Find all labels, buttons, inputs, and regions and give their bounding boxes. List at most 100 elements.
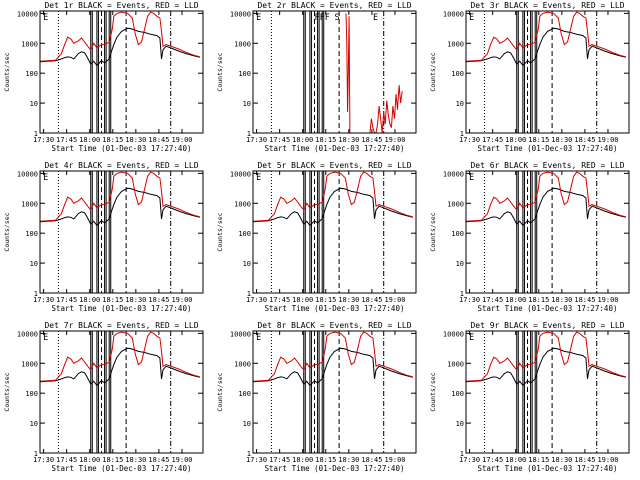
x-tick-label: 18:45 xyxy=(148,456,169,464)
x-tick-label: 18:45 xyxy=(574,456,595,464)
series-line-events xyxy=(40,347,201,387)
series-line-lld xyxy=(40,171,201,222)
x-tick-label: 18:45 xyxy=(148,136,169,144)
panel-title: Det 7r BLACK = Events, RED = LLD xyxy=(44,321,198,330)
y-tick-label: 100 xyxy=(451,390,464,398)
panel-title: Det 6r BLACK = Events, RED = LLD xyxy=(470,161,624,170)
x-tick-label: 18:15 xyxy=(102,296,123,304)
y-tick-label: 10 xyxy=(30,100,38,108)
y-tick-label: 100 xyxy=(451,230,464,238)
y-tick-label: 10 xyxy=(243,420,251,428)
x-tick-label: 19:00 xyxy=(384,136,405,144)
panel-title: Det 5r BLACK = Events, RED = LLD xyxy=(257,161,411,170)
y-tick-label: 10000 xyxy=(443,330,464,338)
series-line-events xyxy=(253,347,414,387)
x-tick-label: 18:00 xyxy=(505,456,526,464)
x-tick-label: 18:30 xyxy=(551,136,572,144)
y-tick-label: 1000 xyxy=(234,360,251,368)
plot-area xyxy=(253,171,414,293)
x-tick-label: 18:15 xyxy=(528,296,549,304)
plot-frame xyxy=(465,170,630,294)
y-tick-label: 100 xyxy=(238,230,251,238)
plot-area xyxy=(466,331,627,453)
x-tick-label: 17:30 xyxy=(246,456,267,464)
state-flag: FFF xyxy=(315,13,330,23)
y-tick-label: 10 xyxy=(30,260,38,268)
plot-frame xyxy=(39,330,204,454)
plot-frame xyxy=(252,330,417,454)
x-tick-label: 17:45 xyxy=(269,136,290,144)
x-tick-label: 18:15 xyxy=(315,136,336,144)
x-tick-label: 19:00 xyxy=(384,296,405,304)
panel-3: Det 3r BLACK = Events, RED = LLD E 17:30 17… xyxy=(429,1,630,153)
series-line-lld xyxy=(253,331,414,382)
panel-9: Det 9r BLACK = Events, RED = LLD E 17:30 17… xyxy=(429,321,630,473)
x-tick-label: 18:00 xyxy=(292,296,313,304)
x-axis-label: Start Time (01-Dec-03 17:27:40) xyxy=(478,144,618,153)
series-line-events xyxy=(40,187,201,227)
x-tick-label: 17:30 xyxy=(246,296,267,304)
plot-area xyxy=(466,171,627,293)
series-line-lld xyxy=(466,331,627,382)
y-tick-label: 10 xyxy=(30,420,38,428)
y-tick-label: 1 xyxy=(247,130,251,138)
x-tick-label: 18:45 xyxy=(574,296,595,304)
x-tick-label: 18:15 xyxy=(528,456,549,464)
state-flag: E xyxy=(256,13,261,23)
panel-title: Det 8r BLACK = Events, RED = LLD xyxy=(257,321,411,330)
y-tick-label: 10000 xyxy=(17,10,38,18)
y-tick-label: 100 xyxy=(25,70,38,78)
x-tick-label: 18:15 xyxy=(102,456,123,464)
series-line-lld xyxy=(40,11,201,62)
x-tick-label: 18:15 xyxy=(528,136,549,144)
plot-area xyxy=(40,171,201,293)
plot-area xyxy=(40,331,201,453)
x-tick-label: 17:30 xyxy=(33,456,54,464)
x-axis-label: Start Time (01-Dec-03 17:27:40) xyxy=(52,304,192,313)
y-tick-label: 1000 xyxy=(21,200,38,208)
y-tick-label: 1000 xyxy=(447,360,464,368)
series-line-events xyxy=(466,187,627,227)
y-tick-label: 10000 xyxy=(443,170,464,178)
y-axis-label: Counts/sec xyxy=(3,52,11,91)
y-tick-label: 1 xyxy=(460,130,464,138)
x-tick-label: 17:30 xyxy=(33,136,54,144)
panel-1: Det 1r BLACK = Events, RED = LLD E 17:30 17… xyxy=(3,1,204,153)
x-tick-label: 19:00 xyxy=(171,456,192,464)
y-tick-label: 10 xyxy=(456,100,464,108)
state-flag: E xyxy=(256,173,261,183)
plot-frame xyxy=(465,10,630,134)
x-tick-label: 17:45 xyxy=(56,296,77,304)
state-flag: E xyxy=(469,13,474,23)
y-tick-label: 10 xyxy=(243,260,251,268)
x-axis-label: Start Time (01-Dec-03 17:27:40) xyxy=(478,464,618,473)
x-tick-label: 18:00 xyxy=(505,136,526,144)
x-tick-label: 19:00 xyxy=(597,296,618,304)
panel-2: Det 2r BLACK = Events, RED = LLD E FFF S E 17… xyxy=(216,1,417,153)
y-tick-label: 1000 xyxy=(447,200,464,208)
y-tick-label: 100 xyxy=(238,70,251,78)
series-line-lld xyxy=(40,331,201,382)
plot-area xyxy=(253,331,414,453)
x-tick-label: 17:30 xyxy=(459,136,480,144)
x-tick-label: 18:15 xyxy=(315,456,336,464)
x-tick-label: 19:00 xyxy=(384,456,405,464)
plot-area xyxy=(466,11,627,133)
y-tick-label: 10 xyxy=(243,100,251,108)
x-tick-label: 17:30 xyxy=(459,296,480,304)
y-tick-label: 1 xyxy=(460,450,464,458)
x-tick-label: 18:15 xyxy=(315,296,336,304)
x-tick-label: 18:30 xyxy=(338,456,359,464)
x-tick-label: 18:00 xyxy=(292,136,313,144)
x-tick-label: 17:45 xyxy=(482,296,503,304)
x-axis-label: Start Time (01-Dec-03 17:27:40) xyxy=(265,144,405,153)
x-tick-label: 18:30 xyxy=(125,136,146,144)
panel-5: Det 5r BLACK = Events, RED = LLD E 17:30 17… xyxy=(216,161,417,313)
y-axis-label: Counts/sec xyxy=(3,372,11,411)
x-tick-label: 18:00 xyxy=(79,456,100,464)
y-tick-label: 10000 xyxy=(230,330,251,338)
panel-title: Det 9r BLACK = Events, RED = LLD xyxy=(470,321,624,330)
y-tick-label: 1 xyxy=(34,450,38,458)
x-tick-label: 18:45 xyxy=(361,456,382,464)
panel-8: Det 8r BLACK = Events, RED = LLD E 17:30 17… xyxy=(216,321,417,473)
